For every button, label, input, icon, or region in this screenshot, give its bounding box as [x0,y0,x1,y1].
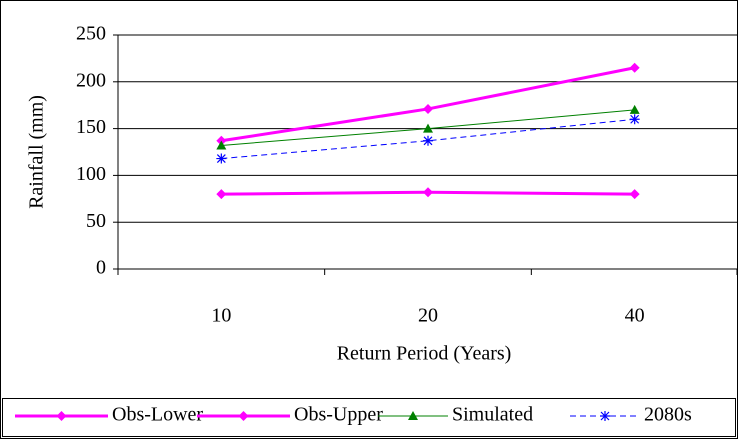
legend-marker [56,411,67,421]
legend-label: 2080s [644,404,692,426]
data-point [423,135,433,146]
y-axis-label: Rainfall (mm) [26,95,48,209]
y-tick-label: 250 [76,23,106,45]
series-line [221,118,635,160]
y-tick-label: 0 [96,257,106,279]
data-point [423,187,433,198]
data-point [216,153,227,164]
y-tick-label: 200 [76,69,106,91]
legend-box [2,398,736,437]
data-point [423,123,433,133]
data-point [629,114,640,125]
legend-label: Obs-Lower [112,404,203,426]
legend-label: Obs-Upper [294,404,383,426]
x-tick-label: 40 [625,305,645,327]
data-point [629,62,640,73]
legend-marker [600,411,610,421]
legend-label: Simulated [452,404,533,426]
legend-marker [238,411,249,421]
data-point [423,103,433,114]
data-point [216,140,227,150]
x-axis-label: Return Period (Years) [337,343,512,365]
data-point [629,104,640,114]
data-point [216,189,227,200]
y-tick-label: 50 [86,210,106,232]
legend-marker [408,411,418,420]
x-tick-label: 10 [211,305,231,327]
y-tick-label: 100 [76,163,106,185]
x-tick-label: 20 [418,305,438,327]
data-point [629,189,640,200]
y-tick-label: 150 [76,116,106,138]
